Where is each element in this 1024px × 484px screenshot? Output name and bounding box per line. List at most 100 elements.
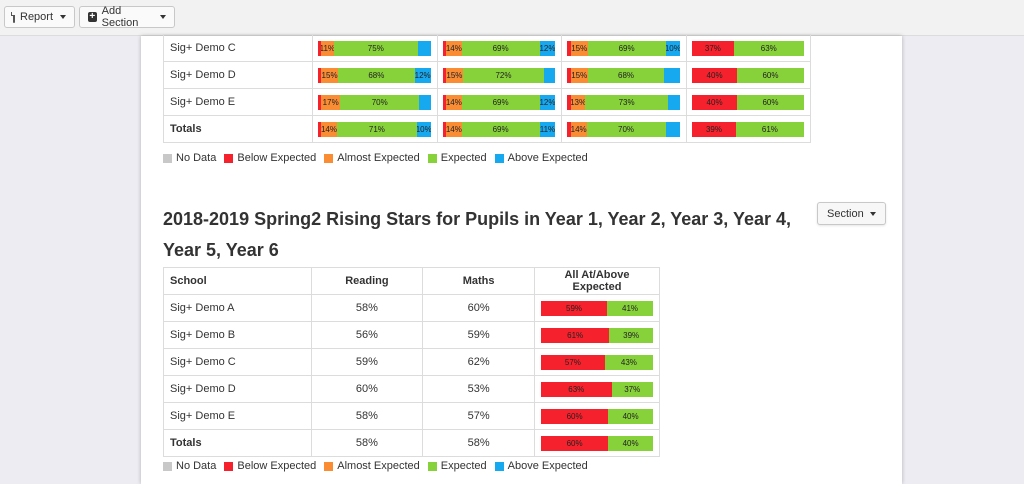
reading-cell: 56% [310, 321, 424, 349]
bar-segment-below: 63% [540, 381, 612, 397]
bar-cell: 15% 69% 10% [561, 34, 688, 62]
legend-label: Below Expected [237, 152, 317, 164]
school-name-cell: Sig+ Demo E [163, 402, 312, 430]
attainment-breakdown-table: Sig+ Demo C11%75%14%69%12%15%69%10%37%63… [163, 34, 811, 143]
school-name-cell: Totals [163, 429, 312, 457]
legend-item: Above Expected [494, 152, 588, 164]
school-name-cell: Sig+ Demo A [163, 294, 312, 322]
bar-segment-below [567, 67, 571, 83]
bar-segment-expected: 69% [461, 121, 540, 137]
all-expected-bar-cell: 59% 41% [533, 294, 661, 322]
bar-segment-almost: 11% [321, 40, 334, 56]
bar-segment-above [418, 40, 431, 56]
school-name-cell: Sig+ Demo E [163, 88, 313, 116]
bar-segment-above: 10% [416, 121, 431, 137]
legend-swatch [224, 461, 234, 471]
column-header: Maths [422, 267, 535, 295]
legend-swatch [163, 153, 172, 163]
stacked-bar: 15% 69% 10% [567, 40, 681, 56]
table-row: Sig+ Demo D 15% 68% 12% 15% 72% 15% 68% 40% 60% [163, 61, 811, 89]
bar-segment-above [544, 67, 556, 83]
bar-segment-below [442, 121, 446, 137]
bar-segment-expected: 73% [585, 94, 668, 110]
bar-segment-below: 60% [540, 435, 609, 451]
legend-swatch [324, 153, 334, 163]
legend-swatch [427, 461, 437, 471]
stacked-bar: 39% 61% [692, 121, 804, 137]
maths-cell: 53% [422, 375, 535, 403]
column-header: Reading [310, 267, 424, 295]
table-row: Sig+ Demo A 58% 60% 59% 41% [163, 294, 661, 322]
bar-cell: 39% 61% [686, 115, 811, 143]
legend-item: Almost Expected [324, 152, 420, 164]
bar-segment-expected: 39% [609, 327, 653, 343]
bar-cell: 40% 60% [686, 61, 811, 89]
section-dropdown-button[interactable]: Section [817, 202, 886, 225]
stacked-bar: 40% 60% [692, 67, 804, 83]
add-section-dropdown-button[interactable]: + Add Section [79, 5, 175, 29]
bar-segment-below [317, 67, 322, 83]
stacked-bar: 59% 41% [540, 300, 653, 316]
stacked-bar: 61% 39% [540, 327, 653, 343]
bar-segment-expected: 71% [336, 121, 417, 137]
bar-segment-expected: 40% [608, 408, 653, 424]
bar-cell: 14% 69% 11% [436, 115, 563, 143]
bar-segment-expected: 40% [608, 435, 653, 451]
bar-segment-almost: 17% [321, 94, 341, 110]
add-section-button-label: Add Section [101, 5, 139, 29]
stacked-bar: 14% 69% 12% [442, 94, 556, 110]
bar-segment-below: 60% [540, 408, 609, 424]
bar-segment-below [317, 40, 322, 56]
report-dropdown-button[interactable]: Report [4, 6, 75, 28]
table-row: Sig+ Demo E 17% 70% 14% 69% 12% 13% 73% 40% 60% [163, 88, 811, 116]
section-heading: 2018-2019 Spring2 Rising Stars for Pupil… [163, 209, 792, 260]
legend-label: No Data [176, 152, 217, 164]
chart-legend: No Data Below Expected Almost Expected Expe… [163, 460, 596, 472]
legend-swatch [494, 461, 504, 471]
legend-label: Above Expected [507, 152, 588, 164]
bar-cell: 11%75% [311, 34, 438, 62]
bar-segment-below [442, 94, 446, 110]
bar-cell: 14% 70% [561, 115, 688, 143]
bar-segment-above [419, 94, 431, 110]
bar-segment-expected: 43% [604, 354, 653, 370]
bar-segment-below [442, 67, 446, 83]
bar-cell: 14%71%10% [311, 115, 438, 143]
bar-segment-almost: 15% [570, 40, 588, 56]
document-icon [11, 11, 15, 23]
stacked-bar: 60% 40% [540, 435, 653, 451]
table-row: Sig+ Demo C 59% 62% 57% 43% [163, 348, 661, 376]
all-expected-bar-cell: 61% 39% [533, 321, 661, 349]
bar-segment-above: 10% [665, 40, 681, 56]
bar-segment-below: 61% [540, 327, 610, 343]
legend-swatch [163, 461, 172, 471]
bar-segment-expected: 69% [461, 40, 540, 56]
bar-segment-almost: 15% [570, 67, 588, 83]
bar-segment-almost: 15% [445, 67, 463, 83]
bar-segment-expected: 68% [587, 67, 665, 83]
bar-cell: 14% 69% 12% [436, 34, 563, 62]
bar-segment-expected: 60% [736, 67, 804, 83]
bar-segment-almost: 15% [321, 67, 339, 83]
table-row: Sig+ Demo B 56% 59% 61% 39% [163, 321, 661, 349]
bar-segment-above [664, 67, 681, 83]
legend-label: Almost Expected [337, 460, 420, 472]
bar-segment-expected: 69% [461, 94, 540, 110]
stacked-bar: 14%71%10% [317, 121, 431, 137]
bar-segment-almost: 13% [570, 94, 586, 110]
bar-segment-below [442, 40, 446, 56]
caret-down-icon [869, 211, 876, 216]
table-row: Sig+ Demo D 60% 53% 63% 37% [163, 375, 661, 403]
legend-item: Below Expected [224, 460, 316, 472]
all-expected-bar-cell: 63% 37% [533, 375, 661, 403]
bar-segment-expected: 69% [587, 40, 666, 56]
reading-cell: 59% [310, 348, 424, 376]
maths-cell: 57% [422, 402, 535, 430]
maths-cell: 60% [422, 294, 535, 322]
stacked-bar: 15% 72% [442, 67, 556, 83]
bar-segment-expected: 60% [736, 94, 804, 110]
bar-segment-expected: 37% [611, 381, 653, 397]
bar-segment-below: 37% [692, 40, 734, 56]
bar-segment-expected: 61% [735, 121, 804, 137]
column-header: School [163, 267, 312, 295]
